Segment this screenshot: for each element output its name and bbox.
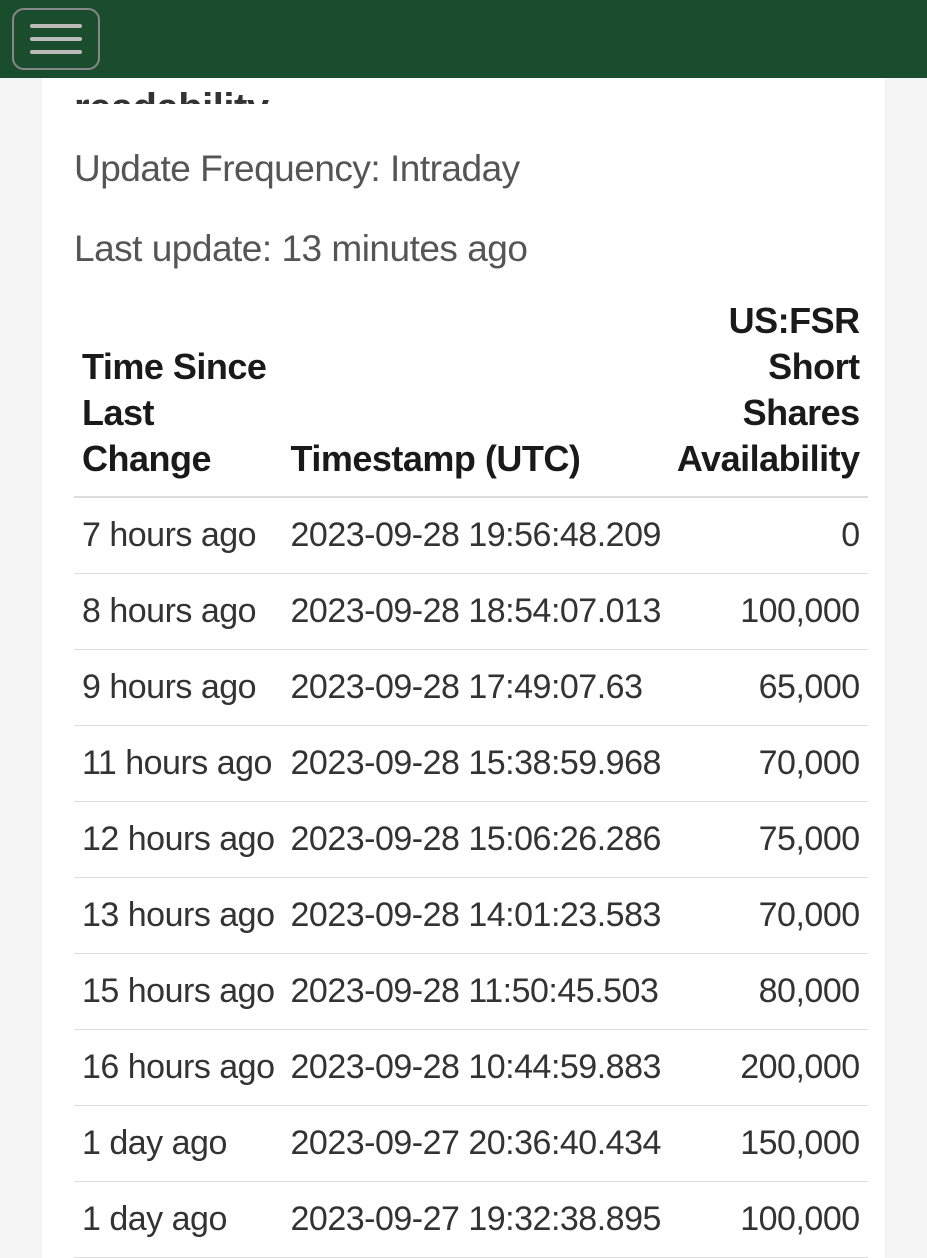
cell-time-since: 15 hours ago — [74, 954, 283, 1030]
table-row: 7 hours ago2023-09-28 19:56:48.2090 — [74, 497, 868, 574]
table-row: 13 hours ago2023-09-28 14:01:23.58370,00… — [74, 878, 868, 954]
column-header-time-since: Time Since Last Change — [74, 286, 283, 497]
cell-availability: 75,000 — [669, 802, 868, 878]
cell-timestamp: 2023-09-28 15:38:59.968 — [283, 726, 669, 802]
last-update-label: Last update: 13 minutes ago — [74, 228, 853, 270]
cell-timestamp: 2023-09-28 14:01:23.583 — [283, 878, 669, 954]
hamburger-icon — [30, 24, 82, 28]
table-row: 9 hours ago2023-09-28 17:49:07.6365,000 — [74, 650, 868, 726]
table-row: 16 hours ago2023-09-28 10:44:59.883200,0… — [74, 1030, 868, 1106]
cell-timestamp: 2023-09-28 10:44:59.883 — [283, 1030, 669, 1106]
cell-time-since: 9 hours ago — [74, 650, 283, 726]
cell-timestamp: 2023-09-28 18:54:07.013 — [283, 574, 669, 650]
cell-time-since: 1 day ago — [74, 1106, 283, 1182]
table-row: 15 hours ago2023-09-28 11:50:45.50380,00… — [74, 954, 868, 1030]
table-row: 1 day ago2023-09-27 20:36:40.434150,000 — [74, 1106, 868, 1182]
cell-time-since: 16 hours ago — [74, 1030, 283, 1106]
cell-time-since: 12 hours ago — [74, 802, 283, 878]
cell-timestamp: 2023-09-28 19:56:48.209 — [283, 497, 669, 574]
hamburger-icon — [30, 50, 82, 54]
cell-time-since: 1 day ago — [74, 1182, 283, 1258]
cell-time-since: 7 hours ago — [74, 497, 283, 574]
update-frequency-label: Update Frequency: Intraday — [74, 148, 853, 190]
table-row: 12 hours ago2023-09-28 15:06:26.28675,00… — [74, 802, 868, 878]
cell-availability: 70,000 — [669, 878, 868, 954]
cell-availability: 100,000 — [669, 574, 868, 650]
cell-timestamp: 2023-09-28 17:49:07.63 — [283, 650, 669, 726]
cell-timestamp: 2023-09-27 19:32:38.895 — [283, 1182, 669, 1258]
truncated-heading: readability. — [74, 78, 853, 104]
hamburger-icon — [30, 37, 82, 41]
table-row: 1 day ago2023-09-27 19:32:38.895100,000 — [74, 1182, 868, 1258]
cell-timestamp: 2023-09-28 11:50:45.503 — [283, 954, 669, 1030]
top-nav-bar — [0, 0, 927, 78]
column-header-timestamp: Timestamp (UTC) — [283, 286, 669, 497]
cell-timestamp: 2023-09-28 15:06:26.286 — [283, 802, 669, 878]
column-header-availability: US:FSR Short Shares Availability — [669, 286, 868, 497]
short-shares-table: Time Since Last Change Timestamp (UTC) U… — [74, 286, 868, 1258]
table-row: 8 hours ago2023-09-28 18:54:07.013100,00… — [74, 574, 868, 650]
cell-availability: 150,000 — [669, 1106, 868, 1182]
cell-time-since: 11 hours ago — [74, 726, 283, 802]
table-header-row: Time Since Last Change Timestamp (UTC) U… — [74, 286, 868, 497]
content-card: readability. Update Frequency: Intraday … — [42, 78, 885, 1258]
table-row: 11 hours ago2023-09-28 15:38:59.96870,00… — [74, 726, 868, 802]
cell-time-since: 8 hours ago — [74, 574, 283, 650]
cell-timestamp: 2023-09-27 20:36:40.434 — [283, 1106, 669, 1182]
cell-availability: 70,000 — [669, 726, 868, 802]
cell-availability: 0 — [669, 497, 868, 574]
cell-availability: 200,000 — [669, 1030, 868, 1106]
hamburger-menu-button[interactable] — [12, 8, 100, 70]
cell-availability: 65,000 — [669, 650, 868, 726]
cell-time-since: 13 hours ago — [74, 878, 283, 954]
cell-availability: 100,000 — [669, 1182, 868, 1258]
cell-availability: 80,000 — [669, 954, 868, 1030]
